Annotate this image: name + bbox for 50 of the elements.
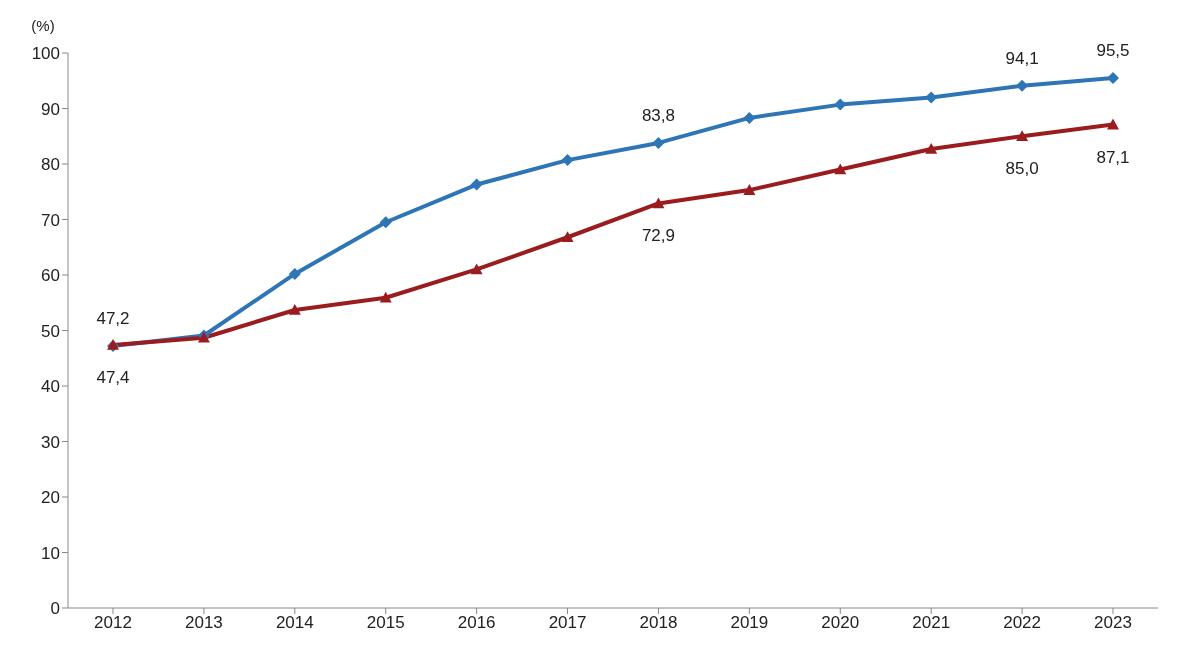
- point: [379, 216, 392, 229]
- point: [834, 163, 847, 175]
- point: [1016, 130, 1029, 142]
- point: [652, 197, 665, 209]
- point: [1107, 71, 1119, 84]
- x-tick-label: 2016: [457, 613, 496, 633]
- point: [561, 231, 574, 243]
- data-label: 85,0: [1005, 159, 1039, 179]
- point: [288, 303, 301, 315]
- y-tick-label: 50: [41, 321, 60, 341]
- x-tick-label: 2020: [821, 613, 860, 633]
- y-tick-label: 80: [41, 155, 60, 175]
- y-tick-label: 40: [41, 377, 60, 397]
- y-tick-label: 0: [50, 599, 60, 619]
- data-label: 72,9: [641, 226, 675, 246]
- point: [743, 184, 756, 195]
- x-tick-label: 2021: [912, 613, 951, 633]
- data-label: 47,4: [96, 367, 130, 387]
- point: [925, 143, 938, 154]
- data-label: 94,1: [1005, 48, 1039, 68]
- x-tick-label: 2017: [548, 613, 587, 633]
- data-label: 95,5: [1096, 40, 1130, 60]
- y-tick-label: 90: [41, 99, 60, 119]
- y-tick-label: 20: [41, 488, 60, 508]
- x-tick-label: 2012: [94, 613, 132, 633]
- x-tick-label: 2019: [730, 613, 769, 633]
- data-label: 83,8: [641, 105, 675, 125]
- point: [652, 136, 665, 149]
- y-tick-label: 70: [41, 210, 60, 230]
- y-tick-label: 10: [41, 543, 60, 563]
- point: [743, 111, 756, 124]
- point: [925, 91, 938, 104]
- y-axis-title: (%): [31, 17, 55, 34]
- x-tick-label: 2014: [275, 613, 314, 633]
- point: [470, 178, 483, 191]
- x-tick-label: 2015: [366, 613, 405, 633]
- x-tick-label: 2022: [1003, 613, 1042, 633]
- y-tick-label: 60: [41, 266, 60, 286]
- x-tick-label: 2023: [1094, 613, 1132, 633]
- point: [1107, 118, 1119, 130]
- point: [288, 267, 301, 280]
- y-tick-label: 100: [31, 44, 60, 64]
- point: [470, 263, 483, 275]
- point: [379, 291, 392, 303]
- point: [561, 154, 574, 167]
- x-tick-label: 2013: [185, 613, 223, 633]
- data-label: 87,1: [1096, 147, 1130, 167]
- x-tick-label: 2018: [639, 613, 678, 633]
- data-label: 47,2: [96, 309, 130, 329]
- y-tick-label: 30: [41, 432, 60, 452]
